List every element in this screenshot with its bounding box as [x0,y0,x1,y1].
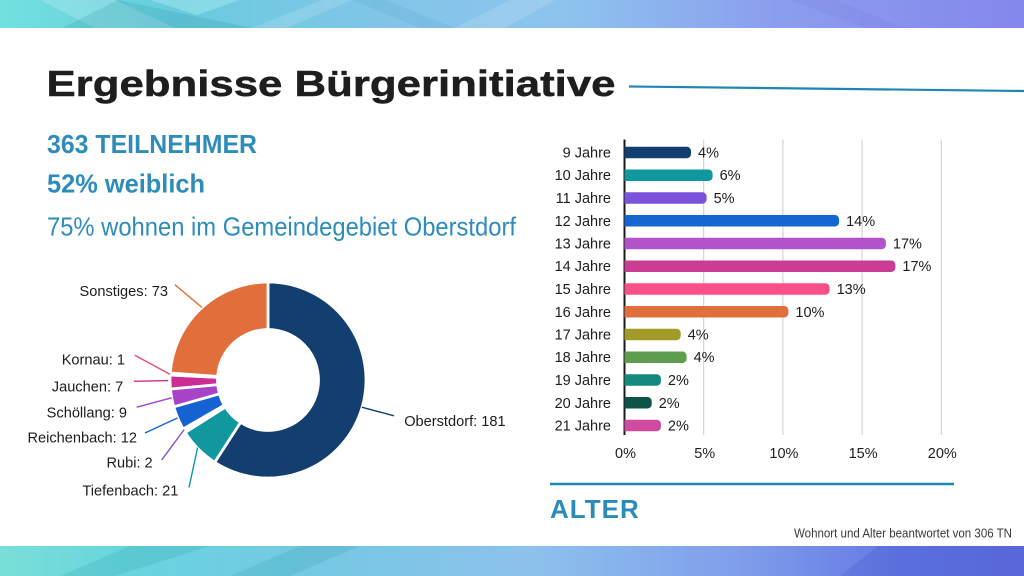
svg-text:Rubi: 2: Rubi: 2 [106,456,152,472]
svg-text:ALTER: ALTER [550,494,640,524]
svg-text:2%: 2% [659,396,680,412]
svg-text:Reichenbach: 12: Reichenbach: 12 [27,431,137,447]
svg-text:20%: 20% [928,446,957,462]
svg-text:Kornau: 1: Kornau: 1 [62,353,125,369]
svg-text:21 Jahre: 21 Jahre [555,419,611,435]
svg-text:15%: 15% [849,446,878,462]
svg-text:Oberstdorf: 181: Oberstdorf: 181 [404,414,505,430]
svg-text:4%: 4% [698,146,719,162]
svg-text:15 Jahre: 15 Jahre [555,282,611,298]
svg-text:13%: 13% [837,282,866,298]
svg-text:10 Jahre: 10 Jahre [555,168,611,184]
svg-text:11 Jahre: 11 Jahre [556,191,611,207]
svg-text:0%: 0% [615,446,636,462]
svg-text:10%: 10% [769,446,798,462]
svg-text:6%: 6% [720,168,741,184]
svg-text:12 Jahre: 12 Jahre [555,214,611,230]
svg-text:4%: 4% [688,328,709,344]
svg-text:20 Jahre: 20 Jahre [555,396,611,412]
svg-text:Sonstiges: 73: Sonstiges: 73 [80,284,168,300]
svg-text:75% wohnen im Gemeindegebiet O: 75% wohnen im Gemeindegebiet Oberstdorf [47,212,517,242]
svg-text:17 Jahre: 17 Jahre [555,328,611,344]
svg-text:2%: 2% [668,373,689,389]
svg-text:10%: 10% [795,305,824,321]
svg-text:363 TEILNEHMER: 363 TEILNEHMER [47,129,257,159]
svg-text:18 Jahre: 18 Jahre [555,350,611,366]
svg-text:17%: 17% [902,259,931,275]
svg-text:2%: 2% [668,419,689,435]
svg-text:16 Jahre: 16 Jahre [555,305,611,321]
svg-text:Wohnort und Alter beantwortet: Wohnort und Alter beantwortet von 306 TN [794,527,1012,541]
svg-text:Jauchen: 7: Jauchen: 7 [52,380,123,396]
svg-text:52% weiblich: 52% weiblich [47,169,205,199]
svg-text:19 Jahre: 19 Jahre [555,373,611,389]
svg-text:Tiefenbach: 21: Tiefenbach: 21 [82,484,178,500]
svg-text:14%: 14% [846,214,875,230]
svg-text:Schöllang: 9: Schöllang: 9 [47,406,127,422]
svg-text:9 Jahre: 9 Jahre [563,146,611,162]
svg-text:4%: 4% [694,350,715,366]
svg-text:17%: 17% [893,237,922,253]
svg-text:5%: 5% [694,446,715,462]
svg-text:14 Jahre: 14 Jahre [555,259,611,275]
svg-text:Ergebnisse Bürgerinitiative: Ergebnisse Bürgerinitiative [47,63,616,104]
svg-text:13 Jahre: 13 Jahre [555,237,611,253]
svg-text:5%: 5% [714,191,735,207]
